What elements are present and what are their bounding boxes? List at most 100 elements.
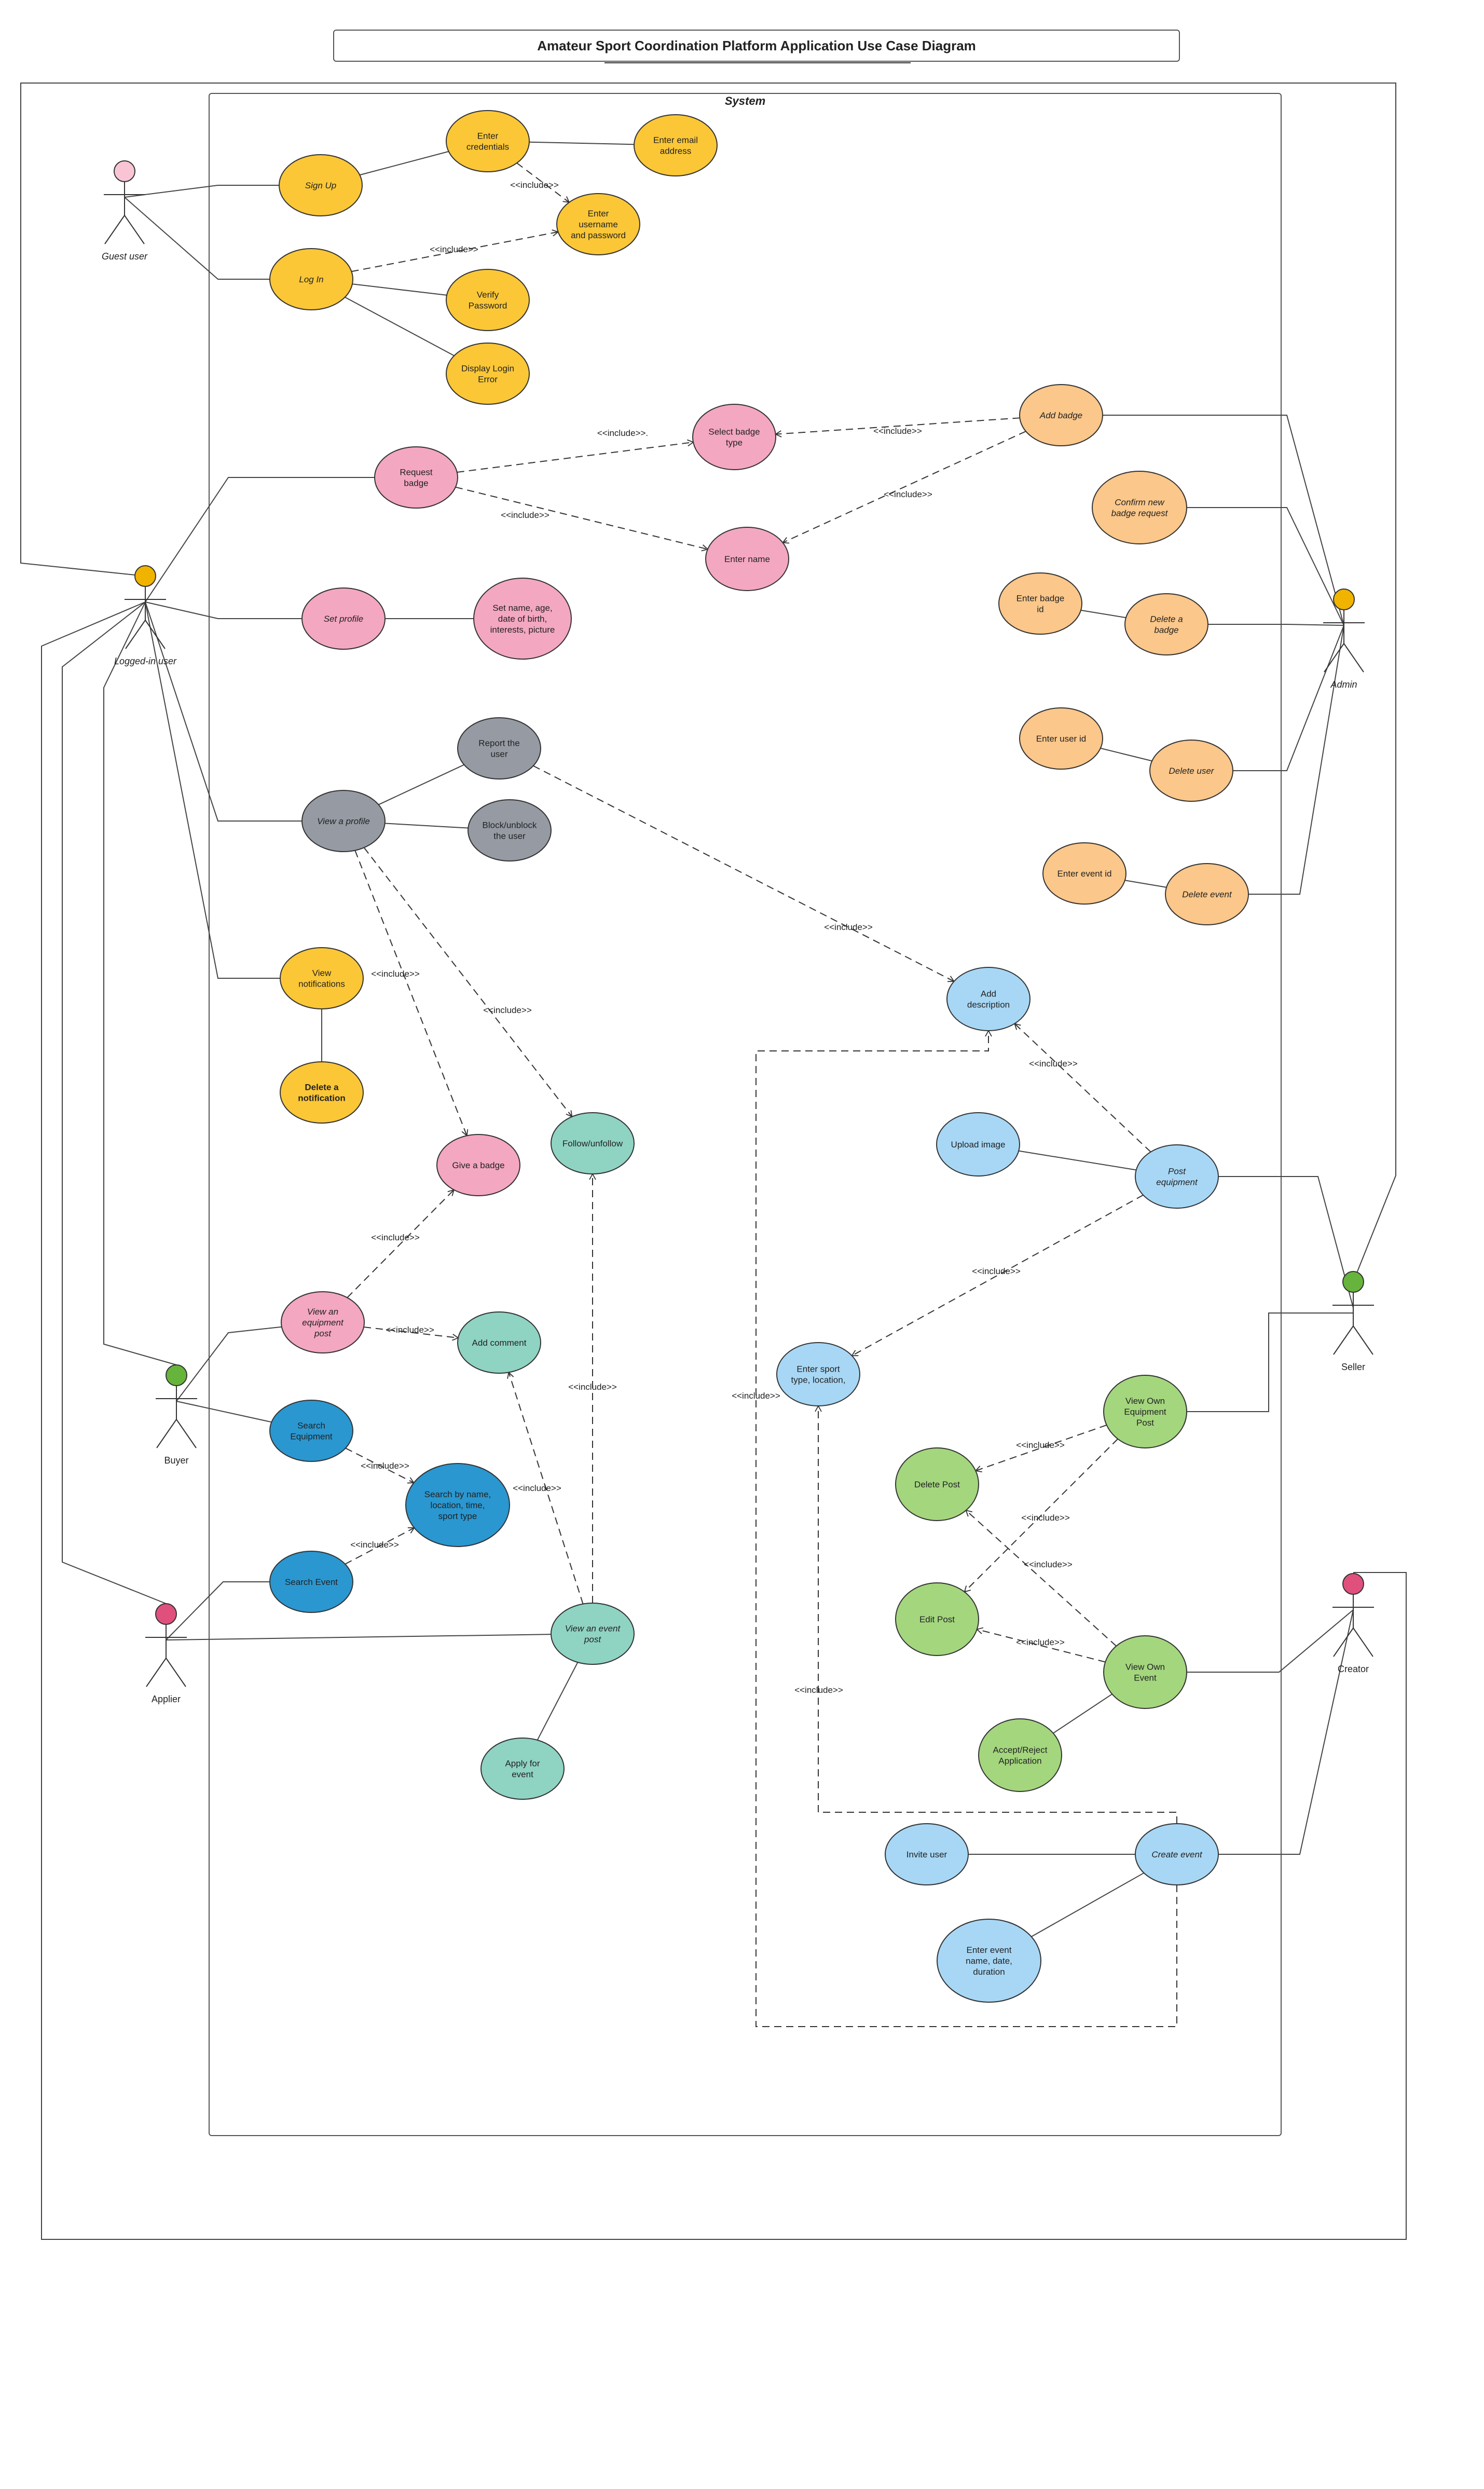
association-add_badge-admin xyxy=(1103,415,1344,626)
usecase-label: Password xyxy=(469,301,507,311)
association-view_own_event-accept_reject xyxy=(1053,1693,1112,1734)
usecase-edit-post: Edit Post xyxy=(895,1582,979,1656)
usecase-label: badge xyxy=(1154,625,1178,635)
usecase-label: duration xyxy=(973,1967,1005,1977)
usecase-label: id xyxy=(1037,605,1043,614)
include-label: <<include>> xyxy=(972,1266,1021,1276)
include-view_own_event-edit_post xyxy=(975,1627,1106,1663)
usecase-label: Post xyxy=(1136,1418,1154,1428)
usecase-enter-name: Enter name xyxy=(705,527,789,591)
usecase-ellipse xyxy=(634,114,718,176)
usecase-label: Enter email xyxy=(653,135,698,145)
include-view_profile-follow xyxy=(363,847,573,1118)
include-label: <<include>> xyxy=(501,510,549,520)
usecase-label: Enter event id xyxy=(1057,869,1112,879)
usecase-set-profile: Set profile xyxy=(301,587,386,650)
actor-head xyxy=(134,565,156,587)
usecase-label: username xyxy=(579,220,618,229)
usecase-ellipse xyxy=(551,1112,635,1174)
usecase-label: Equipment xyxy=(290,1432,333,1442)
system-label: System xyxy=(725,94,765,107)
include-view_equip_post-give_badge xyxy=(347,1189,455,1298)
usecase-ellipse xyxy=(937,1919,1041,2003)
usecase-ellipse xyxy=(280,1061,364,1124)
usecase-follow: Follow/unfollow xyxy=(551,1112,635,1174)
usecase-ellipse xyxy=(885,1823,969,1885)
include-report_user-add_desc xyxy=(533,765,955,982)
usecase-label: Enter sport xyxy=(796,1364,840,1374)
usecase-label: Invite user xyxy=(906,1850,947,1859)
include-req_badge-enter_name xyxy=(455,486,709,552)
actor-label: Admin xyxy=(1330,679,1357,690)
usecase-ellipse xyxy=(457,1311,541,1374)
usecase-label: View an xyxy=(307,1307,338,1317)
usecase-label: sport type xyxy=(438,1511,477,1521)
include-label: <<include>> xyxy=(568,1382,617,1392)
usecase-label: Upload image xyxy=(951,1140,1006,1150)
usecase-label: post xyxy=(584,1635,601,1645)
association-upload_img-post_equip xyxy=(1019,1150,1136,1171)
actor-label: Buyer xyxy=(164,1455,188,1466)
usecase-label: Verify xyxy=(477,290,499,300)
actor-logged: Logged-in user xyxy=(114,565,177,666)
usecase-ellipse xyxy=(1149,740,1233,802)
usecase-ellipse xyxy=(1019,384,1103,446)
usecase-ellipse xyxy=(269,248,353,310)
usecase-ellipse xyxy=(279,154,363,216)
usecase-label: Equipment xyxy=(1124,1407,1166,1417)
usecase-login: Log In xyxy=(269,248,353,310)
usecase-ellipse xyxy=(446,110,530,172)
usecase-label: name, date, xyxy=(966,1956,1012,1966)
association-logged-view_profile xyxy=(145,601,302,822)
usecase-label: event xyxy=(512,1770,533,1780)
association-applier-search_event xyxy=(166,1581,270,1640)
usecase-invite-user: Invite user xyxy=(885,1823,969,1885)
usecase-label: Delete a xyxy=(305,1083,339,1092)
usecase-label: Delete a xyxy=(1150,614,1183,624)
usecase-ellipse xyxy=(269,1551,353,1613)
usecase-label: Enter user id xyxy=(1036,734,1086,744)
usecase-ellipse xyxy=(436,1134,520,1196)
include-label: <<include>> xyxy=(1024,1560,1073,1569)
usecase-ellipse xyxy=(895,1582,979,1656)
usecase-ellipse xyxy=(692,404,776,470)
include-search_equip-search_by xyxy=(345,1447,415,1484)
include-add_badge-sel_badge xyxy=(774,417,1020,437)
usecase-label: type xyxy=(726,438,743,448)
usecase-label: Delete user xyxy=(1169,766,1215,776)
actor-label: Logged-in user xyxy=(114,656,177,666)
include-req_badge-sel_badge xyxy=(457,439,694,473)
include-post_equip-enter_sport xyxy=(851,1194,1144,1357)
include-label: <<include>> xyxy=(361,1461,409,1471)
usecase-label: Enter xyxy=(588,209,609,218)
usecase-ellipse xyxy=(405,1463,510,1547)
usecase-label: Add comment xyxy=(472,1338,527,1348)
usecase-ellipse xyxy=(936,1112,1020,1177)
usecase-label: type, location, xyxy=(791,1375,846,1385)
actor-label: Guest user xyxy=(102,251,148,262)
usecase-ellipse xyxy=(998,572,1082,635)
include-label: <<include>> xyxy=(371,1233,420,1242)
include-label: <<include>> xyxy=(1029,1059,1078,1069)
usecase-label: Add xyxy=(981,989,996,999)
usecase-label: View Own xyxy=(1125,1396,1165,1406)
usecase-label: Set name, age, xyxy=(492,603,552,613)
association-enter_cred-enter_email xyxy=(529,141,635,145)
actor-head xyxy=(1342,1573,1364,1595)
usecase-label: Application xyxy=(998,1756,1041,1766)
usecase-ellipse xyxy=(1019,707,1103,770)
association-confirm_badge-admin xyxy=(1187,507,1344,626)
usecase-label: Confirm new xyxy=(1115,498,1165,508)
usecase-label: Delete event xyxy=(1182,890,1232,899)
include-label: <<include>> xyxy=(1021,1513,1070,1523)
actor-guest: Guest user xyxy=(102,160,148,262)
include-label: <<include>> xyxy=(884,489,932,499)
usecase-ellipse xyxy=(895,1447,979,1521)
